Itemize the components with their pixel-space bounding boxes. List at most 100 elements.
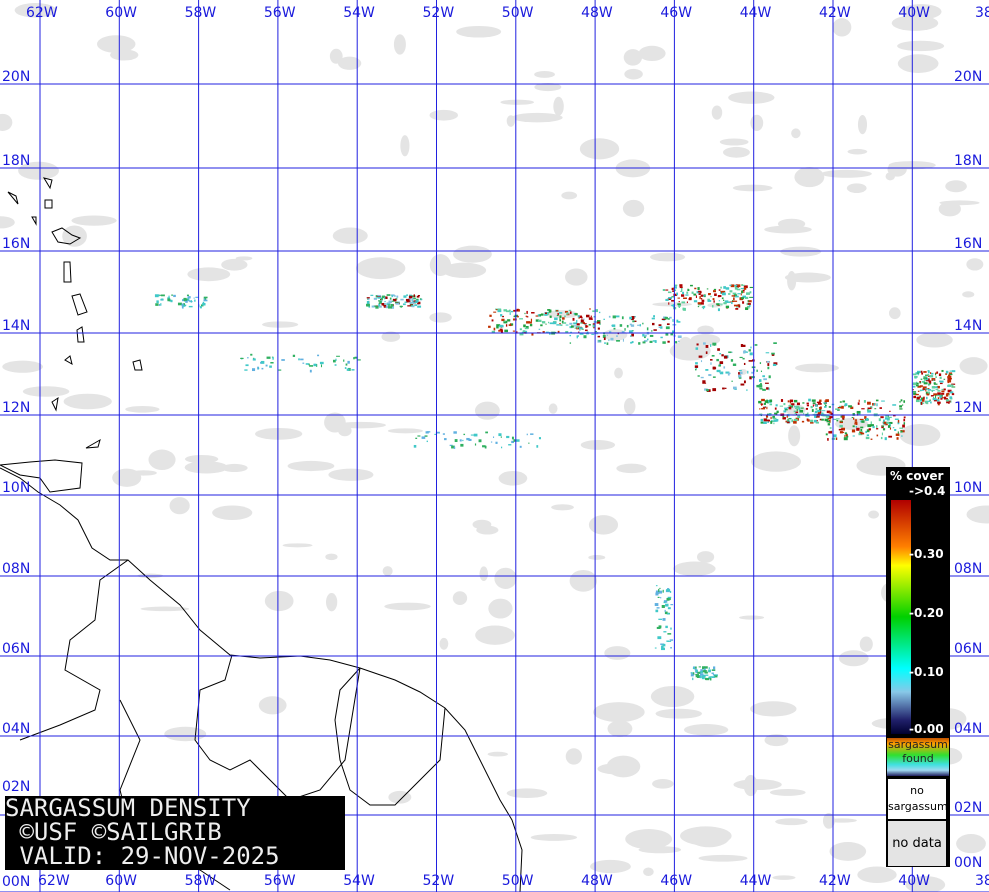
sargassum-pixel [760,418,764,422]
sargassum-pixel [515,439,520,442]
sargassum-pixel [604,342,606,345]
sargassum-pixel [671,299,675,302]
sargassum-pixel [444,438,447,441]
sargassum-pixel [795,411,799,414]
sargassum-pixel [498,329,503,332]
cloud-patch [593,702,645,723]
sargassum-pixel [562,317,565,320]
sargassum-pixel [920,378,923,380]
sargassum-pixel [912,382,917,386]
sargassum-pixel [899,405,903,408]
sargassum-pixel [571,325,574,328]
sargassum-pixel [309,365,314,367]
sargassum-pixel [852,435,855,437]
sargassum-pixel [656,607,660,609]
sargassum-pixel [569,326,573,329]
latitude-label: 16N [2,236,31,252]
sargassum-pixel [794,412,797,415]
sargassum-pixel [815,421,819,424]
sargassum-pixel [700,302,704,305]
sargassum-pixel [526,321,531,324]
sargassum-pixel [858,399,860,402]
sargassum-pixel [462,439,464,442]
cloud-patch [655,708,702,719]
sargassum-pixel [797,415,801,419]
sargassum-pixel [861,408,865,410]
sargassum-pixel [706,389,709,392]
sargassum-pixel [549,315,552,318]
sargassum-pixel [766,387,769,390]
cloud-patch [719,138,749,146]
sargassum-pixel [345,363,348,366]
sargassum-pixel [719,303,721,306]
sargassum-pixel [824,406,827,408]
sargassum-pixel [679,284,683,287]
sargassum-pixel [829,427,832,429]
sargassum-pixel [690,284,693,287]
sargassum-pixel [827,438,829,441]
sargassum-pixel [749,376,752,380]
sargassum-pixel [459,439,462,442]
sargassum-pixel [621,331,625,334]
sargassum-pixel [935,395,937,399]
sargassum-pixel [897,421,900,425]
cloud-patch [750,701,797,717]
sargassum-pixel [559,315,562,319]
sargassum-pixel [416,295,420,298]
sargassum-pixel [674,286,677,289]
sargassum-pixel [928,383,930,386]
sargassum-pixel [946,398,948,400]
sargassum-pixel [842,417,845,420]
cloud-patch [624,68,643,80]
sargassum-pixel [884,437,887,441]
sargassum-pixel [835,437,838,440]
sargassum-pixel [787,418,789,422]
latitude-label: 12N [954,400,983,416]
sargassum-pixel [750,346,752,349]
sargassum-pixel [517,309,520,312]
sargassum-pixel [373,305,377,308]
sargassum-pixel [710,677,712,681]
sargassum-pixel [272,356,274,360]
sargassum-pixel [463,433,466,436]
sargassum-pixel [505,310,510,313]
sargassum-pixel [547,309,551,311]
sargassum-pixel [500,446,503,449]
sargassum-pixel [789,401,791,404]
sargassum-pixel [896,437,899,440]
sargassum-pixel [474,443,477,446]
sargassum-pixel [665,333,669,336]
sargassum-pixel [927,391,930,394]
sargassum-pixel [403,295,407,298]
longitude-label: 44W [739,5,772,21]
sargassum-pixel [932,379,935,381]
sargassum-pixel [729,372,731,375]
sargassum-pixel [712,367,717,369]
latitude-label: 18N [2,153,31,169]
sargassum-pixel [902,430,905,433]
cloud-patch [623,49,643,66]
cloud-patch [184,461,228,474]
sargassum-pixel [770,420,773,424]
sargassum-pixel [825,433,828,436]
sargassum-pixel [931,378,936,381]
sargassum-pixel [749,296,754,298]
cloud-patch [966,258,984,271]
latitude-label: 20N [954,69,983,85]
sargassum-pixel [863,400,866,403]
cloud-patch [897,40,945,52]
cloud-patch [22,386,70,397]
cloud-patch [565,748,582,765]
sargassum-pixel [920,397,925,400]
sargassum-pixel [493,327,496,331]
sargassum-pixel [504,320,506,323]
sargassum-pixel [814,415,817,418]
sargassum-pixel [774,407,777,410]
sargassum-pixel [568,309,572,311]
sargassum-pixel [738,369,742,372]
sargassum-pixel [705,674,709,676]
cloud-patch [221,463,248,472]
cloud-patch [784,272,831,283]
sargassum-pixel [840,415,843,418]
